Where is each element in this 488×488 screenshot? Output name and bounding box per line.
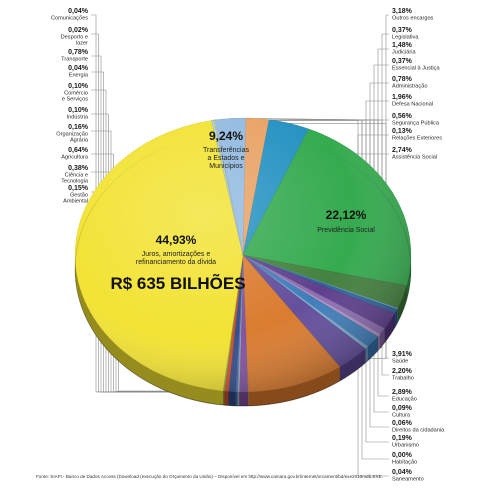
label-name-trabalho-0: Trabalho <box>392 376 414 382</box>
label-name-assistencia-0: Assistência Social <box>392 155 437 161</box>
label-name-ciencia-0: Ciência e <box>65 173 88 179</box>
label-pct-assistencia: 2,74% <box>392 147 413 154</box>
label-name-administracao-0: Administração <box>392 84 427 90</box>
label-pct-industria: 0,10% <box>68 107 89 114</box>
label-pct-energia: 0,04% <box>68 65 89 72</box>
slice-side-administracao <box>380 328 385 349</box>
label-name-habitacao-0: Habitação <box>392 460 417 466</box>
pie-shading <box>75 118 411 392</box>
slice-side-gestao_ambiental <box>222 391 225 406</box>
label-name-outros-0: Outros encargos <box>392 16 434 22</box>
label-name-relacoes-0: Relações Exteriores <box>392 136 442 142</box>
transferencias-name-line3: Municípios <box>209 163 243 170</box>
label-name-judiciaria-0: Judiciária <box>392 50 417 56</box>
label-name-saneamento-0: Saneamento <box>392 477 424 483</box>
slice-side-comercio <box>238 391 240 406</box>
transferencias-name-line1: Transferências <box>203 147 250 154</box>
label-pct-outros: 3,18% <box>392 8 413 15</box>
label-pct-ciencia: 0,38% <box>68 165 89 172</box>
label-pct-relacoes: 0,13% <box>392 128 413 135</box>
label-pct-transporte: 0,78% <box>68 49 89 56</box>
label-pct-trabalho: 2,20% <box>392 368 413 375</box>
transferencias-percent: 9,24% <box>209 129 243 143</box>
juros-name-line2: refinanciamento da dívida <box>136 259 216 266</box>
label-name-transporte-0: Transporte <box>61 57 88 63</box>
label-name-organizacao_agraria-1: Agrária <box>70 138 89 144</box>
slice-side-industria <box>237 391 239 406</box>
label-pct-comunicacoes: 0,04% <box>68 8 89 15</box>
previdencia-name: Previdência Social <box>317 227 375 234</box>
slice-side-assistencia <box>397 285 407 323</box>
label-pct-habitacao: 0,00% <box>392 452 413 459</box>
label-name-legislativa-0: Legislativa <box>392 35 419 41</box>
juros-name-line1: Juros, amortizações e <box>142 251 211 258</box>
slice-side-defesa <box>384 313 395 343</box>
label-pct-organizacao_agraria: 0,16% <box>68 124 89 131</box>
label-name-agricultura-0: Agricultura <box>61 155 89 161</box>
label-pct-judiciaria: 1,48% <box>392 42 413 49</box>
label-name-gestao_ambiental-1: Ambiental <box>63 199 88 205</box>
slice-side-juros <box>74 255 223 406</box>
label-pct-desporto: 0,02% <box>68 27 89 34</box>
label-name-industria-0: Indústria <box>67 115 89 121</box>
label-pct-cultura: 0,09% <box>392 405 413 412</box>
slice-side-ciencia <box>224 391 229 406</box>
total-amount: R$ 635 BILHÕES <box>110 273 245 293</box>
label-name-comunicacoes-0: Comunicações <box>51 16 88 22</box>
previdencia-percent: 22,12% <box>326 208 367 222</box>
pie-rim <box>74 131 412 407</box>
label-name-desporto-0: Desporto e <box>61 35 88 41</box>
slice-side-seguranca <box>394 309 398 328</box>
label-name-comercio-1: e Serviços <box>62 97 88 103</box>
label-name-urbanismo-0: Urbanismo <box>392 443 419 449</box>
label-name-cultura-0: Cultura <box>392 413 411 419</box>
label-name-educacao-0: Educação <box>392 397 417 403</box>
label-pct-defesa: 1,96% <box>392 94 413 101</box>
label-name-ciencia-1: Tecnologia <box>61 179 89 185</box>
label-name-defesa-0: Defesa Nacional <box>392 102 433 108</box>
label-pct-agricultura: 0,64% <box>68 147 89 154</box>
label-name-seguranca-0: Segurança Pública <box>392 121 440 127</box>
label-name-gestao_ambiental-0: Gestão <box>70 193 88 199</box>
label-name-essencial-0: Essencial à Justiça <box>392 66 440 72</box>
slice-side-essencial <box>377 334 381 351</box>
label-pct-saude: 3,91% <box>392 351 413 358</box>
major-slice-labels: 44,93% Juros, amortizações e refinanciam… <box>110 129 375 293</box>
label-pct-essencial: 0,37% <box>392 58 413 65</box>
label-pct-saneamento: 0,04% <box>392 469 413 476</box>
label-pct-administracao: 0,78% <box>392 76 413 83</box>
label-pct-urbanismo: 0,19% <box>392 435 413 442</box>
slice-side-relacoes <box>397 308 398 324</box>
slice-side-transferencias <box>248 366 340 406</box>
label-name-desporto-1: lazer <box>76 41 88 47</box>
label-pct-seguranca: 0,56% <box>392 113 413 120</box>
source-note: Fonte: SIAFI - Banco de Dados Access (Do… <box>36 474 383 479</box>
label-name-saude-0: Saúde <box>392 359 408 365</box>
slice-side-legislativa <box>365 346 368 363</box>
slice-side-judiciaria <box>367 336 378 361</box>
label-name-organizacao_agraria-0: Organização <box>56 132 88 138</box>
transferencias-name-line2: a Estados e <box>208 155 245 162</box>
slice-side-transporte <box>239 391 248 406</box>
juros-percent: 44,93% <box>156 233 197 247</box>
label-pct-comercio: 0,10% <box>68 83 89 90</box>
label-pct-educacao: 2,89% <box>392 389 413 396</box>
slice-side-outros <box>339 348 366 381</box>
label-name-direitos-0: Direitos da cidadania <box>392 428 445 434</box>
label-pct-gestao_ambiental: 0,15% <box>68 185 89 192</box>
slice-side-agricultura <box>228 391 236 406</box>
label-pct-legislativa: 0,37% <box>392 27 413 34</box>
pie-slices <box>74 117 412 407</box>
label-name-comercio-0: Comércio <box>64 91 88 97</box>
slice-side-organizacao_agraria <box>235 391 238 406</box>
label-name-energia-0: Energia <box>69 73 89 79</box>
label-pct-direitos: 0,06% <box>392 420 413 427</box>
